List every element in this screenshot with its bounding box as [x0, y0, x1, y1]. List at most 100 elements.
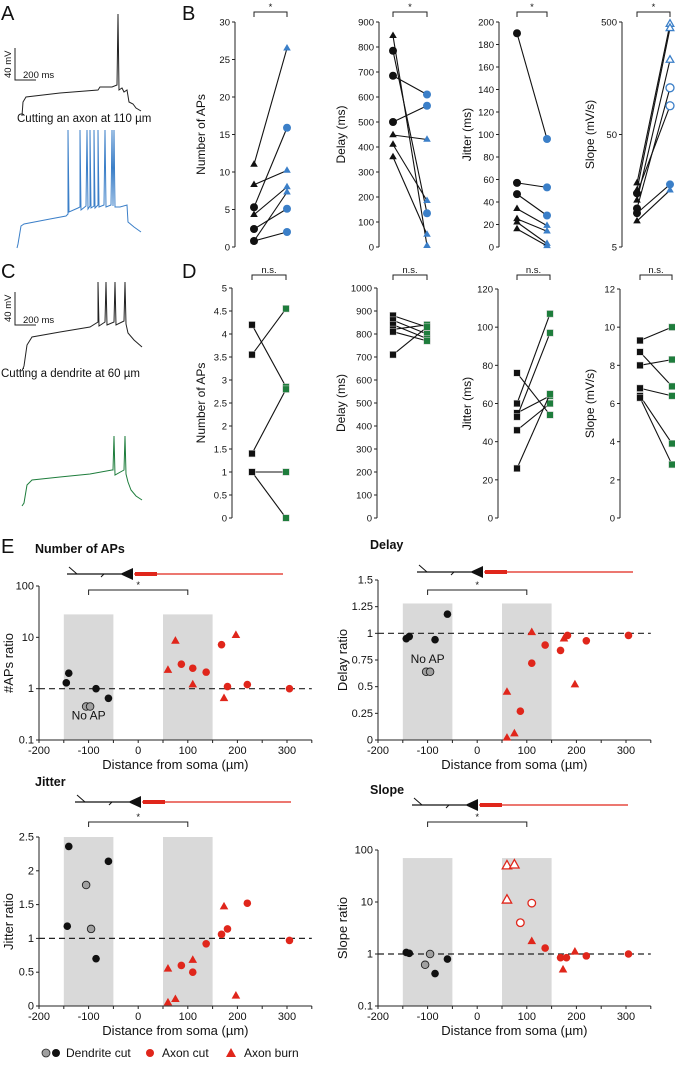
point-axon-cut: [202, 668, 210, 676]
pair-line: [392, 324, 428, 330]
point-after: [283, 182, 291, 190]
y-tick-label: 0.5: [19, 967, 34, 979]
point-after: [546, 329, 554, 337]
y-tick-label: 140: [478, 85, 494, 96]
significance-bracket: [427, 589, 528, 595]
dendrite-branch: [445, 804, 450, 809]
point-dendrite-cut: [405, 949, 414, 958]
pair-line: [516, 403, 551, 431]
point-dendrite-cut: [431, 635, 439, 644]
scale-mv-label: 40 mV: [3, 50, 14, 78]
significance-bracket: [88, 589, 189, 595]
scale-ms-label: 200 ms: [23, 315, 54, 326]
scale-bar: [14, 48, 36, 81]
point-after: [423, 209, 431, 218]
legend: Dendrite cut Axon cut Axon burn: [41, 1046, 299, 1060]
point-before: [513, 464, 521, 472]
pair-line: [636, 59, 671, 201]
point-axon-cut: [556, 646, 565, 655]
y-tick-label: 0.75: [352, 655, 373, 667]
pair-line: [392, 156, 428, 235]
y-tick-label: 1000: [351, 284, 372, 295]
chart-b2: 0 100 200 300 400 500 600 700 800 900 Delay (ms) *: [334, 2, 431, 254]
point-before: [389, 152, 397, 160]
legend-marker-dendrite-grey: [41, 1048, 51, 1058]
y-tick-label: 100: [478, 130, 494, 141]
point-before: [633, 209, 641, 218]
chart-d3: 0 20 40 60 80 100 120 Jitter (ms) n.s.: [460, 265, 554, 525]
y-tick-label: 600: [358, 93, 374, 104]
point-axon-cut: [527, 659, 536, 667]
point-before: [250, 210, 258, 218]
pair-line: [639, 351, 673, 387]
point-before: [389, 31, 397, 39]
point-before: [636, 361, 644, 369]
y-tick-label: 0.1: [358, 1001, 373, 1013]
y-tick-label: 500: [358, 118, 374, 129]
point-axon-cut: [624, 631, 633, 640]
y-tick-label: 2.5: [19, 832, 34, 844]
point-after: [423, 196, 431, 204]
significance-bracket: [516, 11, 548, 17]
x-tick-label: -100: [78, 1011, 100, 1023]
point-axon-burn: [502, 733, 512, 741]
y-tick-label: 0: [367, 735, 373, 747]
y-tick-label: 10: [22, 632, 34, 644]
point-axon-cut: [562, 953, 571, 962]
chart-title: Jitter: [35, 775, 66, 789]
point-dendrite-cut: [443, 955, 452, 963]
x-tick-label: 200: [228, 745, 246, 757]
point-axon-cut: [188, 664, 197, 673]
x-tick-label: 300: [617, 745, 635, 757]
point-axon-burn-open: [508, 858, 521, 869]
point-before: [513, 29, 521, 38]
point-after: [665, 83, 675, 93]
point-dendrite-cut: [92, 684, 100, 693]
point-after: [423, 90, 431, 99]
y-tick-label: 5: [225, 205, 230, 216]
dendrite-branch: [418, 564, 428, 573]
significance-bracket: [251, 274, 287, 280]
point-before: [248, 351, 256, 359]
y-tick-label: 0: [489, 243, 494, 254]
point-axon-burn: [570, 947, 580, 955]
y-tick-label: 0.1: [19, 735, 34, 747]
x-axis-label: Distance from soma (µm): [102, 757, 248, 772]
point-dendrite-cut: [431, 969, 439, 978]
y-tick-label: 1: [367, 949, 373, 961]
y-axis-label: Jitter ratio: [1, 893, 16, 950]
point-before: [513, 413, 521, 421]
pair-line: [636, 189, 671, 222]
point-after: [423, 337, 431, 345]
x-tick-label: 100: [518, 1011, 536, 1023]
legend-axon-burn: Axon burn: [244, 1046, 299, 1060]
dendrite-region-band: [63, 837, 114, 1006]
y-tick-label: 700: [356, 353, 372, 364]
point-after: [668, 382, 675, 390]
pair-line: [516, 313, 551, 404]
pair-line: [253, 231, 288, 242]
point-before: [389, 140, 397, 147]
point-axon-burn: [219, 901, 229, 910]
point-axon-cut: [188, 968, 197, 976]
y-tick-label: 1: [222, 468, 227, 479]
pair-line: [636, 184, 671, 214]
y-tick-label: 10: [219, 168, 230, 179]
point-after: [543, 241, 551, 249]
pair-line: [636, 28, 671, 191]
axon-initial-segment: [485, 570, 507, 574]
point-before: [250, 225, 258, 233]
chart-b1: 0 5 10 15 20 25 30 Number of APs *: [194, 2, 291, 254]
pair-line: [516, 228, 548, 247]
y-axis-label: Jitter (ms): [460, 377, 474, 430]
point-axon-cut-open: [515, 918, 525, 928]
pair-line: [516, 33, 548, 140]
x-axis-label: Distance from soma (µm): [441, 757, 587, 772]
y-tick-label: 2: [610, 475, 615, 486]
point-dendrite-cut-grey: [86, 924, 96, 934]
point-before: [389, 118, 397, 126]
point-after: [665, 22, 675, 32]
dendrite-region-band: [63, 614, 114, 740]
y-tick-label: 80: [483, 153, 494, 164]
